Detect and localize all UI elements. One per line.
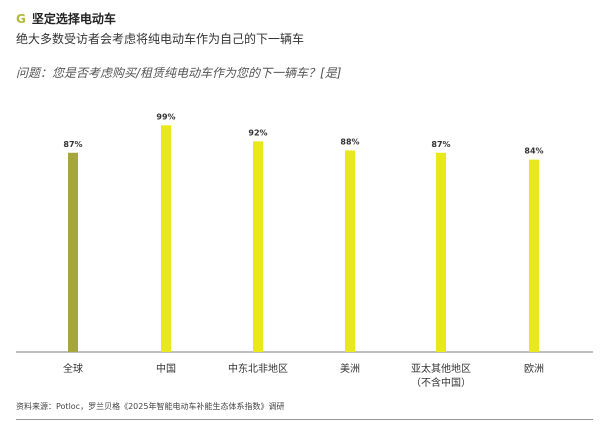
category-label: （不含中国） <box>411 376 471 389</box>
bar <box>345 150 355 352</box>
category-label: 亚太其他地区 <box>411 362 471 375</box>
bar <box>68 152 78 352</box>
data-label: 84% <box>524 147 543 156</box>
chart-subtitle: 绝大多数受访者会考虑将纯电动车作为自己的下一辆车 <box>16 32 305 46</box>
section-letter: G <box>16 12 26 26</box>
source-note: 资料来源：Potloc，罗兰贝格《2025年智能电动车补能生态体系指数》调研 <box>16 402 285 411</box>
category-label: 中国 <box>156 362 176 375</box>
category-label: 美洲 <box>340 362 360 375</box>
bar <box>253 141 263 352</box>
bottom-divider <box>16 419 593 420</box>
title-text: 坚定选择电动车 <box>31 12 116 26</box>
bar <box>529 159 539 352</box>
data-label: 87% <box>431 140 450 149</box>
data-label: 88% <box>340 137 359 146</box>
category-label: 中东北非地区 <box>228 362 288 375</box>
data-label: 87% <box>63 140 82 149</box>
data-label: 99% <box>156 112 175 121</box>
bar <box>436 152 446 352</box>
survey-question: 问题：您是否考虑购买/租赁纯电动车作为您的下一辆车？[是] <box>16 66 342 80</box>
category-label: 全球 <box>63 362 83 375</box>
chart-title: G 坚定选择电动车 <box>16 10 116 27</box>
data-label: 92% <box>248 128 267 137</box>
bar <box>161 125 171 352</box>
category-label: 欧洲 <box>524 363 544 375</box>
